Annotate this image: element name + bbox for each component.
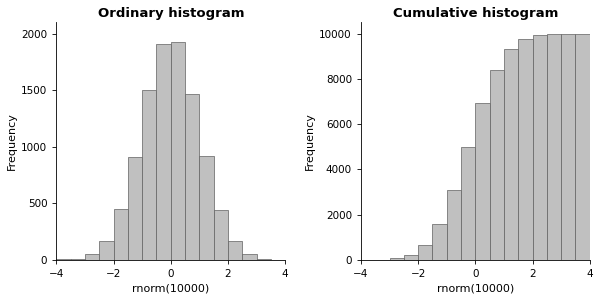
Bar	[461, 147, 475, 260]
Bar	[418, 244, 433, 260]
Bar	[157, 44, 171, 260]
Bar	[490, 70, 504, 260]
Bar	[71, 259, 85, 260]
Bar	[113, 209, 128, 260]
Bar	[504, 49, 518, 260]
Bar	[518, 39, 533, 260]
Bar	[142, 89, 157, 260]
Bar	[128, 157, 142, 260]
Bar	[242, 254, 257, 260]
Bar	[171, 42, 185, 260]
Bar	[185, 94, 199, 260]
Bar	[85, 254, 99, 260]
Bar	[575, 34, 590, 260]
Y-axis label: Frequency: Frequency	[7, 112, 17, 170]
Bar	[99, 241, 113, 260]
X-axis label: rnorm(10000): rnorm(10000)	[132, 283, 209, 293]
Bar	[475, 103, 490, 260]
Bar	[547, 34, 561, 260]
X-axis label: rnorm(10000): rnorm(10000)	[437, 283, 514, 293]
Bar	[199, 156, 214, 260]
Bar	[389, 258, 404, 260]
Bar	[447, 190, 461, 260]
Title: Ordinary histogram: Ordinary histogram	[98, 7, 244, 20]
Bar	[561, 34, 575, 260]
Y-axis label: Frequency: Frequency	[305, 112, 315, 170]
Title: Cumulative histogram: Cumulative histogram	[392, 7, 558, 20]
Bar	[433, 224, 447, 260]
Bar	[214, 210, 228, 260]
Bar	[257, 259, 271, 260]
Bar	[533, 35, 547, 260]
Bar	[228, 241, 242, 260]
Bar	[404, 255, 418, 260]
